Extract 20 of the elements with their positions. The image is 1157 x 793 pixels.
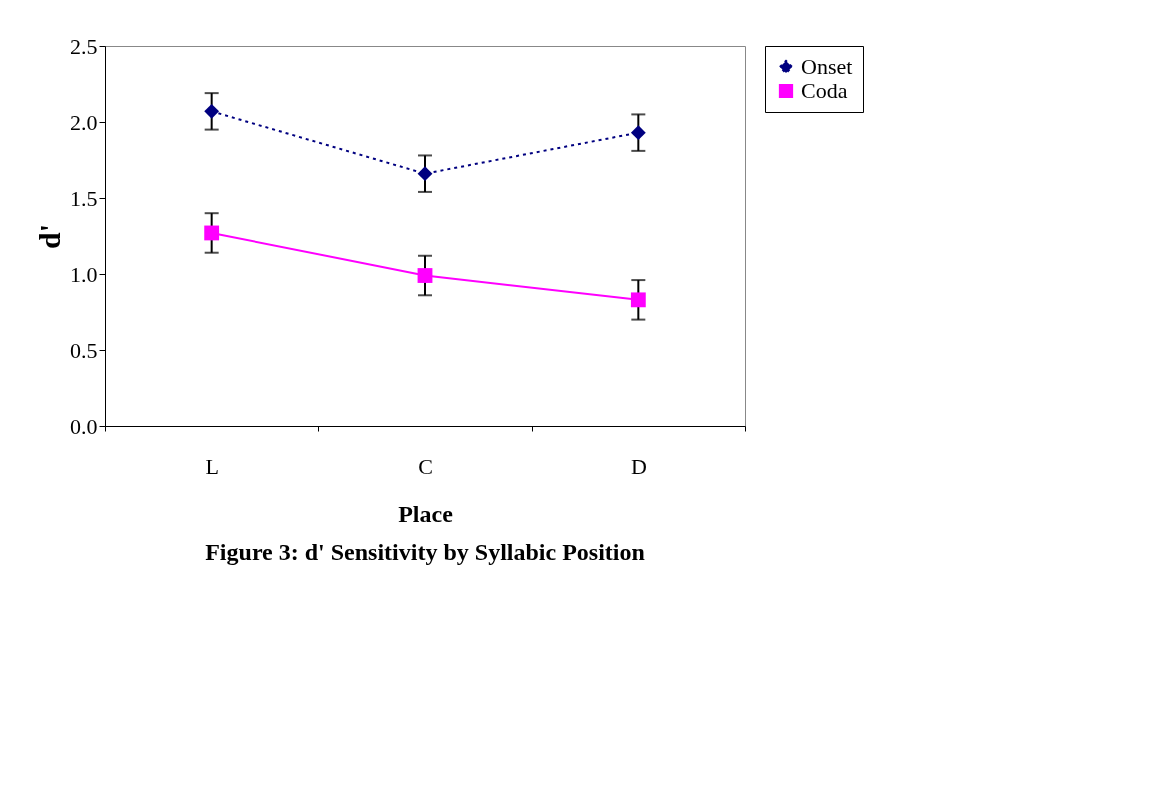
legend-label: Onset bbox=[801, 54, 853, 79]
point bbox=[630, 292, 646, 308]
x-tick-label: C bbox=[418, 453, 433, 479]
y-tick-label: 2.0 bbox=[70, 109, 98, 135]
point bbox=[204, 225, 220, 241]
point bbox=[630, 125, 646, 141]
x-tick-label: L bbox=[205, 453, 219, 479]
x-axis-title: Place bbox=[398, 500, 454, 527]
y-tick-label: 0.5 bbox=[70, 337, 98, 363]
legend-label: Coda bbox=[801, 78, 848, 103]
y-axis-title: d' bbox=[33, 223, 66, 250]
point bbox=[417, 166, 433, 182]
y-tick-label: 0.0 bbox=[70, 413, 98, 439]
x-tick-label: D bbox=[630, 453, 647, 479]
y-tick-label: 2.5 bbox=[70, 33, 98, 59]
point bbox=[204, 103, 220, 119]
text: Figure 3: d' Sensitivity by Syllabic Position bbox=[205, 539, 645, 565]
point bbox=[417, 268, 433, 283]
y-tick-label: 1.5 bbox=[70, 185, 98, 211]
y-tick-label: 1.0 bbox=[70, 261, 98, 287]
